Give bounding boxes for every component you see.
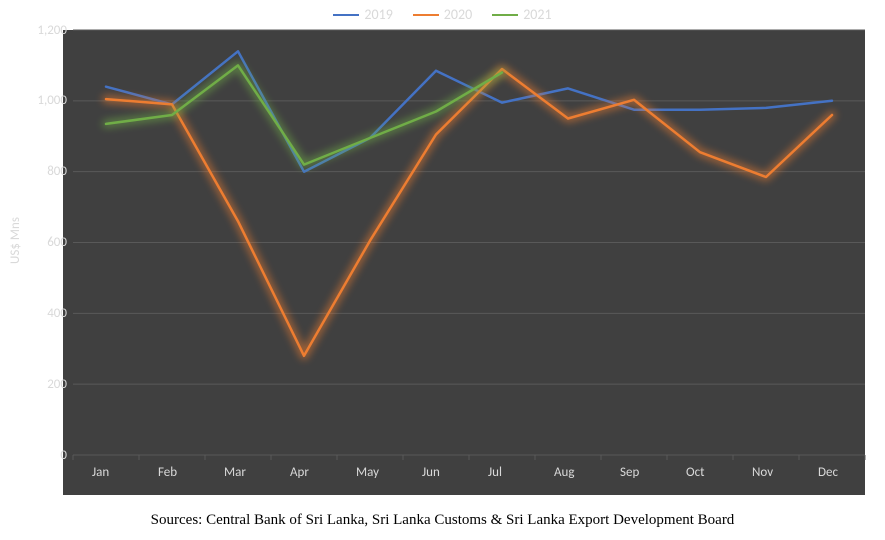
data-series	[0, 0, 885, 500]
legend-item-2021: 2021	[492, 6, 551, 23]
x-tick-label: Dec	[818, 465, 838, 480]
legend-label: 2019	[364, 6, 392, 23]
series-line-2019	[106, 51, 832, 171]
source-citation: Sources: Central Bank of Sri Lanka, Sri …	[0, 512, 885, 529]
x-tick-label: Jan	[92, 465, 109, 480]
legend-item-2019: 2019	[333, 6, 392, 23]
x-tick-label: Feb	[158, 465, 177, 480]
series-line-2020	[106, 69, 832, 356]
legend-swatch	[333, 14, 359, 16]
legend-swatch	[413, 14, 439, 16]
x-tick-label: Oct	[686, 465, 704, 480]
x-tick-label: Mar	[224, 465, 246, 480]
x-tick-label: May	[356, 465, 379, 480]
x-tick-label: Jun	[422, 465, 440, 480]
y-tick-label: 1,200	[37, 23, 67, 38]
x-tick-label: Apr	[290, 465, 309, 480]
y-tick-label: 0	[60, 448, 67, 463]
legend: 2019 2020 2021	[0, 6, 885, 23]
legend-swatch	[492, 14, 518, 16]
export-line-chart: 0 200 400 600 800 1,000 1,200 Jan Feb Mar Apr May J…	[0, 0, 885, 500]
x-tick-label: Sep	[620, 465, 639, 480]
legend-label: 2021	[523, 6, 551, 23]
y-tick-label: 800	[47, 164, 67, 179]
x-tick-label: Jul	[488, 465, 502, 480]
y-tick-label: 200	[47, 377, 67, 392]
y-tick-label: 600	[47, 235, 67, 250]
legend-label: 2020	[444, 6, 472, 23]
y-tick-label: 1,000	[37, 93, 67, 108]
legend-item-2020: 2020	[413, 6, 472, 23]
y-axis-label: US$ Mns	[8, 217, 23, 264]
series-line-2021	[106, 65, 502, 164]
x-tick-label: Aug	[554, 465, 574, 480]
y-tick-label: 400	[47, 306, 67, 321]
x-tick-label: Nov	[752, 465, 773, 480]
series-glow-2020	[106, 69, 832, 356]
